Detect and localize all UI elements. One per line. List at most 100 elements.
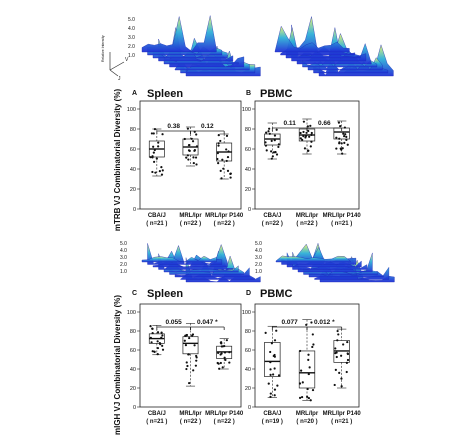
count-label: ( n=22 ) [180, 419, 201, 425]
data-point [274, 151, 277, 154]
data-point [223, 356, 226, 359]
surface-tick: 3.0 [128, 35, 135, 41]
data-point [277, 143, 280, 146]
data-point [277, 145, 280, 149]
data-point [153, 128, 157, 131]
surface-ribbon [275, 255, 351, 263]
category-label: CBA/J [263, 411, 281, 417]
data-point [302, 130, 305, 134]
data-point [300, 395, 304, 399]
data-point [346, 143, 349, 146]
box [182, 336, 199, 355]
data-point [306, 395, 309, 398]
data-point [340, 385, 343, 388]
data-point [161, 344, 164, 347]
data-point [217, 144, 220, 147]
surface-axes-legend: Relative Intensity V J [101, 35, 129, 82]
boxplot-panel-c: 0 20 40 60 80 100 CBA/J ( n=21 ) MRL/lpr ( n=22 )… [127, 303, 244, 425]
data-point [161, 169, 164, 172]
data-point [194, 156, 198, 159]
data-point [307, 396, 311, 400]
p-value-label: 0.12 [201, 123, 214, 130]
data-point [340, 142, 343, 145]
data-point [308, 366, 311, 369]
data-point [155, 157, 158, 160]
surface-axis-v: V [125, 57, 129, 63]
data-point [271, 155, 274, 158]
data-point [337, 333, 340, 336]
y-tick-label: 40 [245, 367, 251, 373]
data-point [341, 147, 344, 150]
data-point [307, 353, 310, 356]
count-label: ( n=22 ) [262, 221, 283, 227]
panel-letter-b: B [246, 90, 251, 97]
data-point [161, 348, 165, 351]
data-point [187, 149, 191, 152]
surface-tick: 2.0 [120, 262, 127, 268]
data-point [344, 133, 347, 136]
data-point [310, 131, 313, 135]
data-point [227, 150, 230, 153]
data-point [308, 135, 311, 138]
data-point [307, 129, 310, 133]
y-tick-label: 60 [245, 147, 251, 153]
data-point [335, 147, 338, 150]
data-point [311, 333, 314, 336]
data-point [267, 382, 270, 385]
data-point [312, 343, 315, 346]
data-point [343, 141, 346, 144]
data-point [216, 152, 219, 155]
data-point [150, 341, 153, 344]
data-point [220, 352, 223, 355]
data-point [186, 127, 190, 130]
data-point [184, 334, 187, 337]
data-point [300, 369, 303, 372]
data-point [267, 130, 270, 133]
data-point [187, 353, 190, 356]
surface-ribbon [141, 255, 217, 263]
data-point [219, 139, 222, 143]
data-point [156, 346, 160, 350]
data-point [307, 358, 310, 361]
boxplot-panel-a: 0 20 40 60 80 100 CBA/J ( n=21 ) MRL/lpr ( n=22 )… [127, 100, 244, 227]
data-point [218, 367, 221, 370]
data-point [161, 334, 164, 337]
category-label: MRL/lpr [296, 411, 319, 417]
data-point [264, 144, 268, 147]
data-point [334, 352, 337, 355]
data-point [160, 336, 163, 339]
data-point [305, 131, 308, 134]
p-value-label: 0.38 [167, 123, 180, 130]
data-point [217, 142, 220, 145]
data-point [345, 370, 348, 374]
category-label: MRL/lpr [179, 213, 202, 219]
data-point [221, 345, 225, 348]
data-point [161, 133, 164, 136]
data-point [153, 160, 156, 163]
data-point [337, 121, 341, 124]
data-point [277, 374, 281, 377]
data-point [270, 342, 273, 345]
surface-axis-j: J [118, 76, 121, 82]
data-point [338, 142, 341, 145]
data-point [310, 133, 313, 136]
data-point [346, 340, 349, 344]
data-point [341, 152, 344, 155]
data-point [272, 354, 275, 358]
data-point [336, 339, 339, 342]
surface-tick: 2.0 [255, 262, 262, 268]
panel-title-d: PBMC [260, 288, 292, 300]
data-point [224, 358, 227, 362]
data-point [342, 343, 345, 346]
data-point [306, 125, 309, 128]
data-point [228, 351, 231, 354]
y-tick-label: 60 [245, 348, 251, 354]
data-point [273, 367, 276, 370]
y-tick-label: 20 [245, 187, 251, 193]
data-point [223, 351, 227, 354]
category-label: CBA/J [148, 411, 166, 417]
data-point [299, 137, 302, 140]
surface-z-ticks-top: 5.0 4.0 3.0 2.0 1.0 [128, 17, 135, 59]
data-point [264, 331, 267, 334]
data-point [185, 156, 188, 159]
